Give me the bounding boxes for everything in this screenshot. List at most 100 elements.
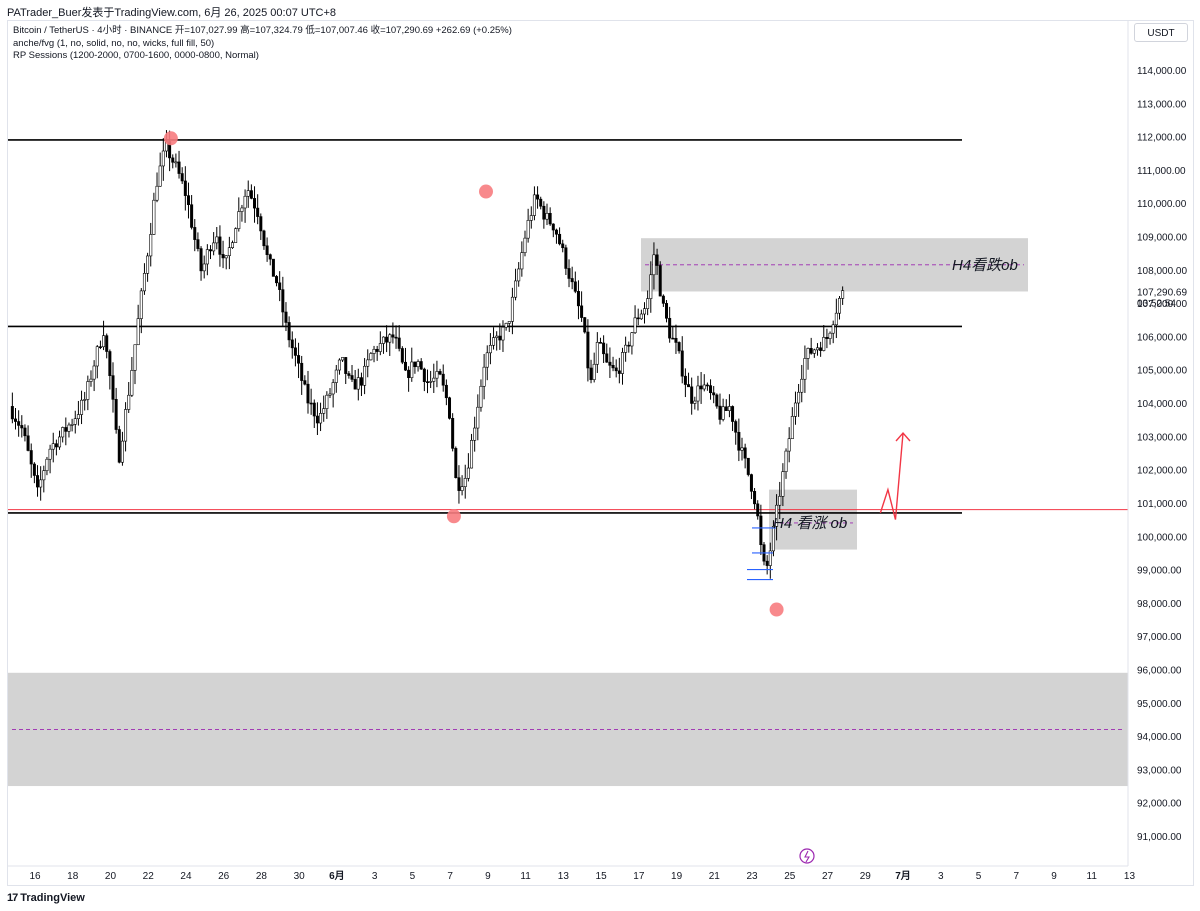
candle-body bbox=[111, 375, 115, 400]
candle-body bbox=[249, 190, 253, 199]
candle-body bbox=[281, 289, 285, 313]
candle-body bbox=[337, 359, 341, 371]
candle-body bbox=[790, 416, 794, 440]
candle-body bbox=[545, 212, 549, 220]
candle-body bbox=[388, 334, 392, 343]
candle-body bbox=[495, 335, 499, 338]
candle-body bbox=[583, 317, 587, 333]
candle-body bbox=[325, 394, 329, 409]
candle-body bbox=[643, 308, 647, 315]
candle-body bbox=[580, 305, 584, 318]
candle-body bbox=[334, 369, 338, 383]
candle-body bbox=[76, 414, 80, 420]
candle-body bbox=[161, 150, 165, 167]
candle-body bbox=[422, 368, 426, 382]
candle-body bbox=[246, 190, 250, 197]
candle-body bbox=[290, 339, 294, 349]
swing-point-marker bbox=[769, 602, 784, 617]
candle-body bbox=[573, 281, 577, 292]
candle-body bbox=[834, 312, 838, 326]
candle-body bbox=[284, 311, 288, 323]
candle-body bbox=[737, 431, 741, 451]
candle-body bbox=[208, 249, 212, 252]
candle-body bbox=[627, 344, 631, 347]
candle-body bbox=[331, 382, 335, 395]
candle-body bbox=[124, 409, 128, 442]
candle-body bbox=[32, 463, 36, 476]
x-tick-label: 27 bbox=[822, 871, 834, 882]
candle-body bbox=[275, 276, 279, 284]
x-tick-label: 3 bbox=[372, 871, 378, 882]
swing-point-marker bbox=[446, 509, 461, 524]
candle-body bbox=[674, 338, 678, 343]
candle-body bbox=[630, 332, 634, 347]
candle-body bbox=[86, 381, 90, 400]
candle-body bbox=[734, 421, 738, 433]
y-tick-label: 96,000.00 bbox=[1137, 665, 1182, 676]
candle-body bbox=[539, 198, 543, 207]
candle-body bbox=[699, 385, 703, 390]
candle-body bbox=[70, 424, 74, 426]
y-tick-label: 94,000.00 bbox=[1137, 732, 1182, 743]
candle-body bbox=[765, 560, 769, 566]
candle-body bbox=[83, 399, 87, 401]
candle-body bbox=[825, 337, 829, 339]
candle-body bbox=[391, 334, 395, 338]
tradingview-footer: 17 TradingView bbox=[7, 892, 85, 904]
candle-body bbox=[265, 245, 269, 255]
x-tick-label: 17 bbox=[633, 871, 645, 882]
candle-body bbox=[646, 298, 650, 309]
candle-body bbox=[20, 425, 24, 429]
candle-body bbox=[775, 504, 779, 527]
candle-body bbox=[715, 394, 719, 407]
x-tick-label: 7 bbox=[447, 871, 453, 882]
candle-body bbox=[815, 347, 819, 351]
candle-body bbox=[413, 361, 417, 368]
y-tick-label: 103,000.00 bbox=[1137, 432, 1187, 443]
indicator-fvg-line: anche/fvg (1, no, solid, no, no, wicks, … bbox=[13, 37, 215, 49]
x-tick-label: 21 bbox=[709, 871, 721, 882]
candle-body bbox=[690, 386, 694, 404]
candle-body bbox=[797, 391, 801, 404]
candle-body bbox=[438, 371, 442, 375]
x-tick-label: 9 bbox=[485, 871, 491, 882]
x-tick-label: 20 bbox=[105, 871, 117, 882]
order-block-zone bbox=[769, 489, 857, 550]
candle-body bbox=[753, 491, 757, 505]
candle-body bbox=[23, 427, 27, 437]
zone-label: H4 看涨 ob bbox=[773, 515, 847, 532]
y-tick-label: 92,000.00 bbox=[1137, 799, 1182, 810]
candle-body bbox=[759, 515, 763, 546]
candle-body bbox=[576, 291, 580, 307]
candle-body bbox=[256, 207, 260, 217]
x-tick-label: 24 bbox=[180, 871, 192, 882]
tradingview-brand: TradingView bbox=[20, 892, 85, 904]
candle-body bbox=[177, 161, 181, 174]
currency-selector[interactable]: USDT bbox=[1134, 23, 1188, 42]
candle-body bbox=[42, 470, 46, 481]
candle-body bbox=[822, 337, 826, 351]
candle-body bbox=[444, 384, 448, 399]
candle-body bbox=[498, 335, 502, 341]
candle-body bbox=[397, 337, 401, 349]
y-tick-label: 114,000.00 bbox=[1137, 66, 1187, 77]
candle-body bbox=[95, 346, 99, 367]
candle-body bbox=[624, 344, 628, 353]
candle-body bbox=[309, 402, 313, 405]
candle-body bbox=[803, 358, 807, 380]
candle-body bbox=[558, 233, 562, 245]
candle-body bbox=[806, 348, 810, 359]
candle-body bbox=[501, 326, 505, 341]
candle-body bbox=[589, 367, 593, 380]
candle-body bbox=[683, 375, 687, 385]
candle-body bbox=[353, 379, 357, 390]
candle-body bbox=[520, 252, 524, 270]
candle-body bbox=[800, 378, 804, 393]
candle-body bbox=[142, 273, 146, 292]
candle-body bbox=[92, 365, 96, 380]
candle-body bbox=[586, 331, 590, 369]
candle-body bbox=[523, 237, 527, 253]
y-tick-label: 110,000.00 bbox=[1137, 199, 1187, 210]
x-tick-label: 30 bbox=[294, 871, 306, 882]
